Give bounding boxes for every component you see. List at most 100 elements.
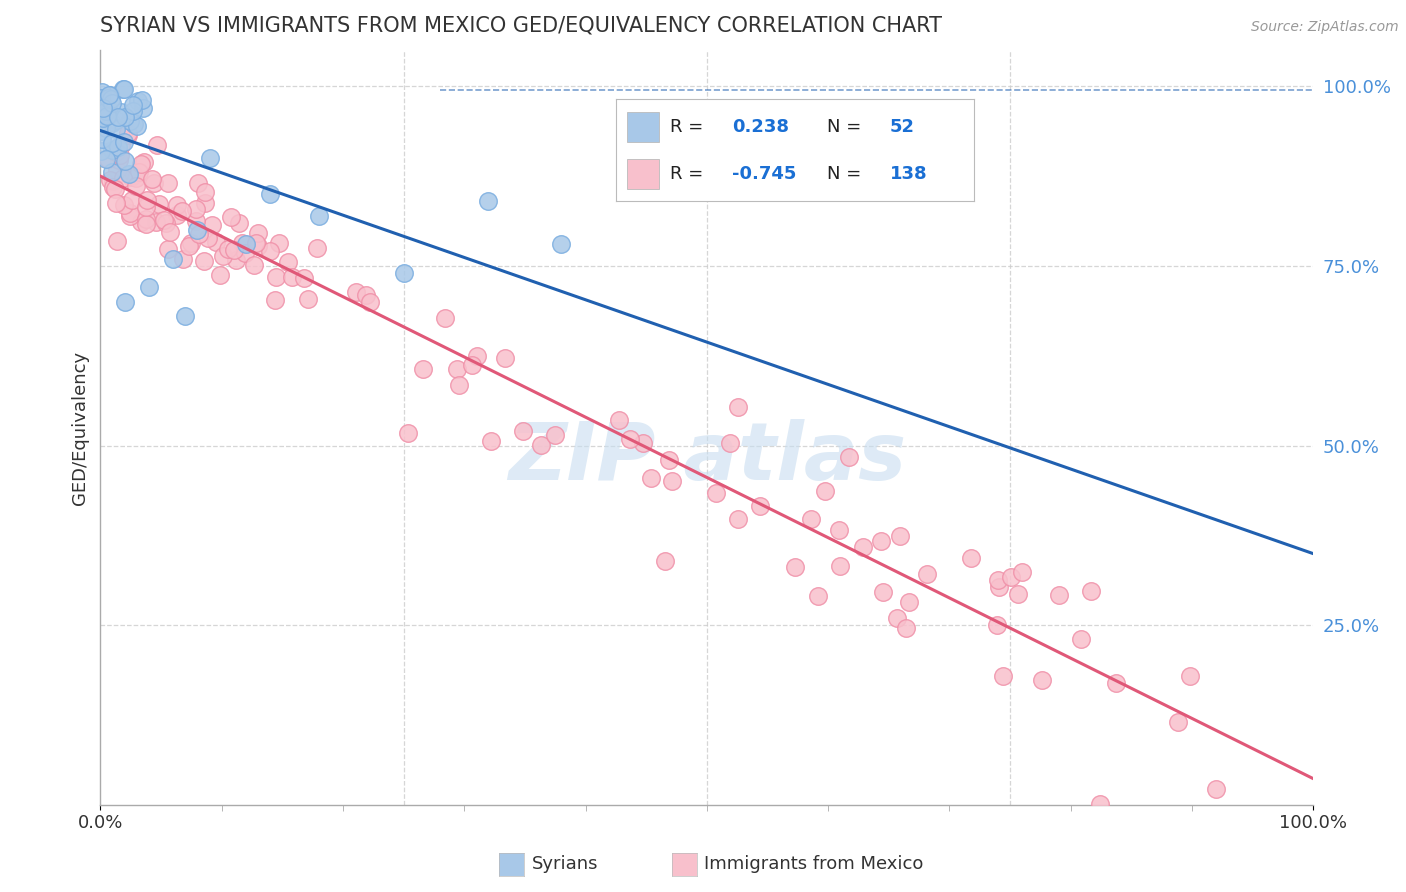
Point [118, 168, 141, 182]
Point [155, 216, 177, 230]
Point [120, 113, 142, 128]
Point [208, 268, 231, 282]
Point [654, 554, 676, 568]
Point [461, 358, 484, 372]
Point [114, 110, 136, 124]
Point [814, 483, 837, 498]
Point [986, 618, 1008, 632]
Point [129, 157, 152, 171]
Point [259, 244, 281, 258]
Point [186, 223, 208, 237]
Point [90, 144, 112, 158]
Point [128, 165, 150, 179]
Point [107, 111, 129, 125]
Point [960, 551, 983, 566]
Point [157, 243, 180, 257]
Point [512, 424, 534, 438]
Point [359, 294, 381, 309]
Point [105, 121, 128, 136]
Point [838, 450, 860, 464]
Point [988, 580, 1011, 594]
Y-axis label: GED/Equivalency: GED/Equivalency [72, 351, 89, 505]
Point [100, 143, 122, 157]
Point [135, 200, 157, 214]
Point [233, 246, 256, 260]
Point [194, 186, 217, 200]
Point [640, 470, 662, 484]
Point [852, 540, 875, 554]
Point [1047, 588, 1070, 602]
Point [194, 196, 217, 211]
Point [246, 226, 269, 240]
Point [90, 86, 112, 100]
Point [264, 269, 287, 284]
Point [96, 109, 118, 123]
Point [98, 173, 121, 187]
Point [122, 98, 145, 112]
Point [127, 94, 149, 108]
Point [100, 136, 122, 150]
Point [148, 197, 170, 211]
Point [108, 153, 131, 168]
Text: SYRIAN VS IMMIGRANTS FROM MEXICO GED/EQUIVALENCY CORRELATION CHART: SYRIAN VS IMMIGRANTS FROM MEXICO GED/EQU… [100, 15, 942, 35]
Point [112, 198, 135, 212]
Point [94, 120, 117, 135]
Point [211, 250, 233, 264]
Point [392, 266, 415, 280]
Point [118, 209, 141, 223]
Point [135, 193, 157, 207]
Point [433, 310, 456, 325]
Point [828, 559, 851, 574]
Point [727, 401, 749, 415]
Point [157, 176, 180, 190]
Point [1070, 632, 1092, 646]
Point [894, 621, 917, 635]
Point [412, 362, 434, 376]
Point [1080, 583, 1102, 598]
Point [94, 103, 117, 118]
Point [228, 216, 250, 230]
Point [105, 113, 128, 128]
Point [987, 573, 1010, 587]
Point [122, 168, 145, 182]
Point [494, 351, 516, 365]
Point [170, 203, 193, 218]
Point [125, 170, 148, 185]
Point [125, 178, 148, 193]
Point [184, 202, 207, 216]
Point [187, 176, 209, 190]
Point [446, 362, 468, 376]
Point [277, 255, 299, 269]
Point [200, 219, 222, 233]
Point [800, 511, 823, 525]
Point [235, 237, 257, 252]
Point [177, 239, 200, 253]
Point [917, 566, 939, 581]
Point [172, 252, 194, 267]
Point [146, 138, 169, 153]
Point [107, 140, 129, 154]
Point [225, 252, 247, 267]
Point [114, 154, 136, 169]
Point [112, 171, 135, 186]
Point [135, 211, 157, 226]
Point [231, 236, 253, 251]
Point [101, 164, 124, 178]
Point [197, 231, 219, 245]
Point [105, 162, 128, 177]
Point [117, 127, 139, 141]
Point [246, 239, 269, 253]
Point [104, 182, 127, 196]
Point [281, 269, 304, 284]
Point [166, 198, 188, 212]
Point [1167, 714, 1189, 729]
Point [396, 425, 419, 440]
Point [103, 173, 125, 187]
Point [631, 435, 654, 450]
Point [138, 280, 160, 294]
Point [111, 81, 134, 95]
Point [90, 132, 112, 146]
Point [98, 87, 121, 102]
Point [704, 486, 727, 500]
Point [297, 292, 319, 306]
